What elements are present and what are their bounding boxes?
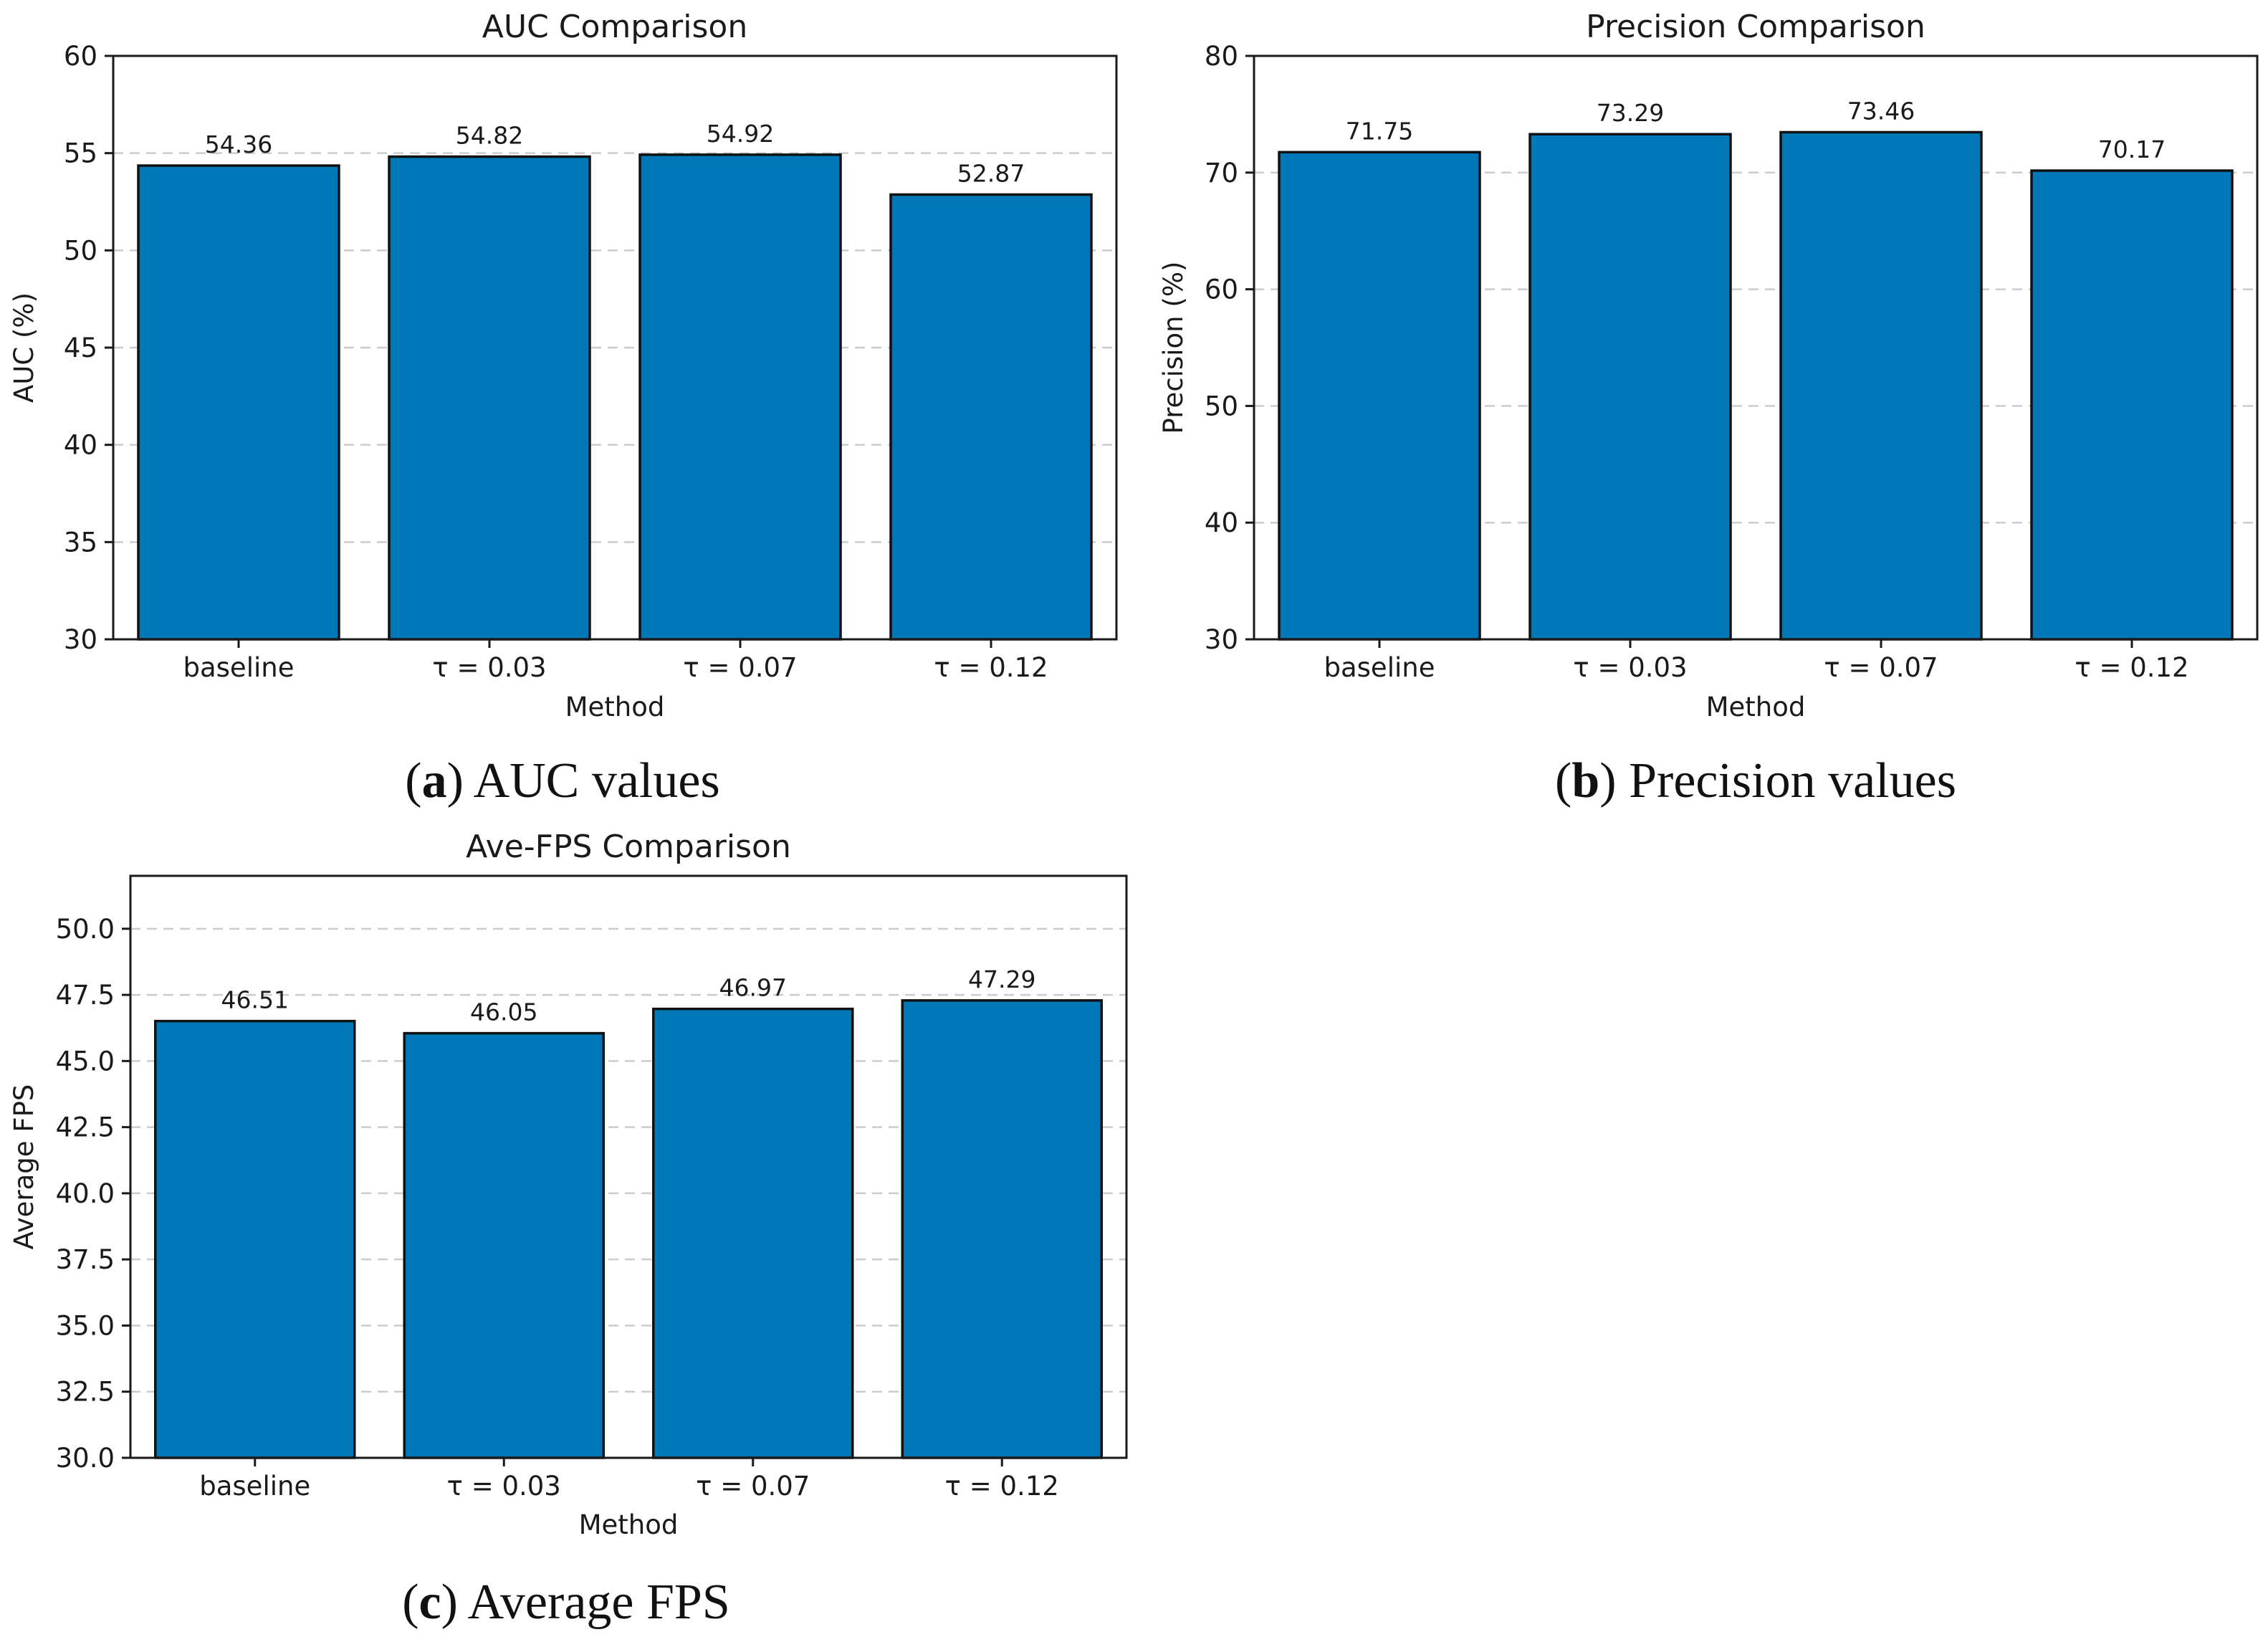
y-axis-label: Average FPS — [9, 1084, 39, 1250]
x-tick-label: baseline — [183, 652, 295, 683]
data-label-1: 46.51 — [221, 986, 289, 1014]
data-label-1: 54.36 — [205, 130, 272, 158]
x-tick-label: τ = 0.03 — [1573, 652, 1687, 683]
bar-3 — [652, 1007, 854, 1459]
bar-4 — [889, 193, 1093, 641]
plot-frame — [1253, 54, 2259, 641]
data-label-3: 46.97 — [719, 974, 787, 1002]
x-tick-label: τ = 0.12 — [934, 652, 1048, 683]
x-tick-label: τ = 0.03 — [447, 1471, 561, 1502]
data-label-2: 46.05 — [470, 998, 537, 1026]
x-axis-label: Method — [565, 692, 665, 722]
x-axis-label: Method — [579, 1509, 679, 1540]
y-tick-label: 45 — [64, 333, 97, 363]
caption-text: Precision values — [1629, 753, 1956, 808]
y-tick-label: 40 — [64, 430, 97, 461]
chart-panel-b: 71.75 73.29 73.46 70.17 30 40 50 60 70 80 baseline… — [1158, 9, 2259, 808]
data-label-4: 47.29 — [968, 965, 1035, 993]
y-tick-label: 37.5 — [56, 1244, 115, 1275]
x-tick-label: baseline — [1324, 652, 1435, 683]
y-axis-label: AUC (%) — [9, 292, 39, 403]
panel-caption: (a) AUC values — [405, 753, 719, 808]
chart-panel-c: 46.51 46.05 46.97 47.29 30.0 32.5 35.0 37.5 40.0… — [9, 829, 1128, 1630]
bar-3 — [1779, 130, 1983, 641]
data-label-1: 71.75 — [1346, 117, 1413, 145]
x-tick-label: τ = 0.12 — [2075, 652, 2188, 683]
x-tick-label: τ = 0.03 — [432, 652, 546, 683]
y-tick-label: 30 — [64, 624, 97, 655]
data-label-2: 54.82 — [456, 122, 523, 150]
data-label-3: 73.46 — [1847, 97, 1915, 125]
y-tick-label: 45.0 — [56, 1046, 115, 1077]
y-tick-label: 32.5 — [56, 1377, 115, 1408]
y-tick-label: 50.0 — [56, 914, 115, 945]
x-tick-label: τ = 0.07 — [1824, 652, 1938, 683]
chart-title: Ave-FPS Comparison — [466, 829, 791, 865]
bar-2 — [403, 1031, 605, 1459]
chart-title: Precision Comparison — [1586, 9, 1925, 45]
bar-1 — [1278, 151, 1481, 641]
y-tick-label: 30 — [1205, 624, 1238, 655]
bar-1 — [154, 1019, 356, 1459]
bar-2 — [388, 155, 591, 641]
y-tick-label: 40.0 — [56, 1178, 115, 1209]
plot-frame — [129, 874, 1128, 1459]
bar-1 — [137, 164, 340, 641]
y-axis-label: Precision (%) — [1158, 262, 1189, 434]
y-tick-label: 70 — [1205, 158, 1238, 188]
data-label-4: 52.87 — [957, 159, 1025, 187]
y-tick-label: 80 — [1205, 41, 1238, 72]
panel-caption: (b) Precision values — [1555, 753, 1956, 808]
x-axis-label: Method — [1706, 692, 1806, 722]
bar-3 — [638, 153, 842, 641]
x-tick-label: τ = 0.07 — [696, 1471, 810, 1502]
caption-text: AUC values — [474, 753, 720, 808]
bar-4 — [901, 999, 1103, 1459]
data-label-2: 73.29 — [1597, 99, 1664, 127]
bar-4 — [2030, 169, 2234, 641]
chart-panel-a: 54.36 54.82 54.92 52.87 30 35 40 45 50 55 60 baseli… — [9, 9, 1118, 808]
y-tick-label: 55 — [64, 138, 97, 169]
x-tick-label: baseline — [199, 1471, 310, 1502]
y-tick-label: 35.0 — [56, 1310, 115, 1341]
caption-letter: a — [422, 753, 447, 808]
caption-letter: c — [419, 1575, 441, 1630]
x-tick-label: τ = 0.12 — [945, 1471, 1059, 1502]
caption-letter: b — [1571, 753, 1599, 808]
panel-caption: (c) Average FPS — [402, 1575, 730, 1630]
y-tick-label: 40 — [1205, 507, 1238, 538]
y-tick-label: 50 — [64, 235, 97, 266]
chart-title: AUC Comparison — [482, 9, 747, 45]
y-tick-label: 50 — [1205, 391, 1238, 421]
y-tick-label: 35 — [64, 527, 97, 558]
x-tick-label: τ = 0.07 — [683, 652, 797, 683]
caption-text: Average FPS — [468, 1575, 730, 1630]
bar-2 — [1528, 133, 1732, 641]
data-label-4: 70.17 — [2098, 135, 2166, 163]
y-tick-label: 60 — [1205, 275, 1238, 305]
y-tick-label: 60 — [64, 41, 97, 72]
y-tick-label: 47.5 — [56, 980, 115, 1011]
y-tick-label: 42.5 — [56, 1112, 115, 1143]
y-tick-label: 30.0 — [56, 1443, 115, 1474]
data-label-3: 54.92 — [707, 120, 774, 148]
